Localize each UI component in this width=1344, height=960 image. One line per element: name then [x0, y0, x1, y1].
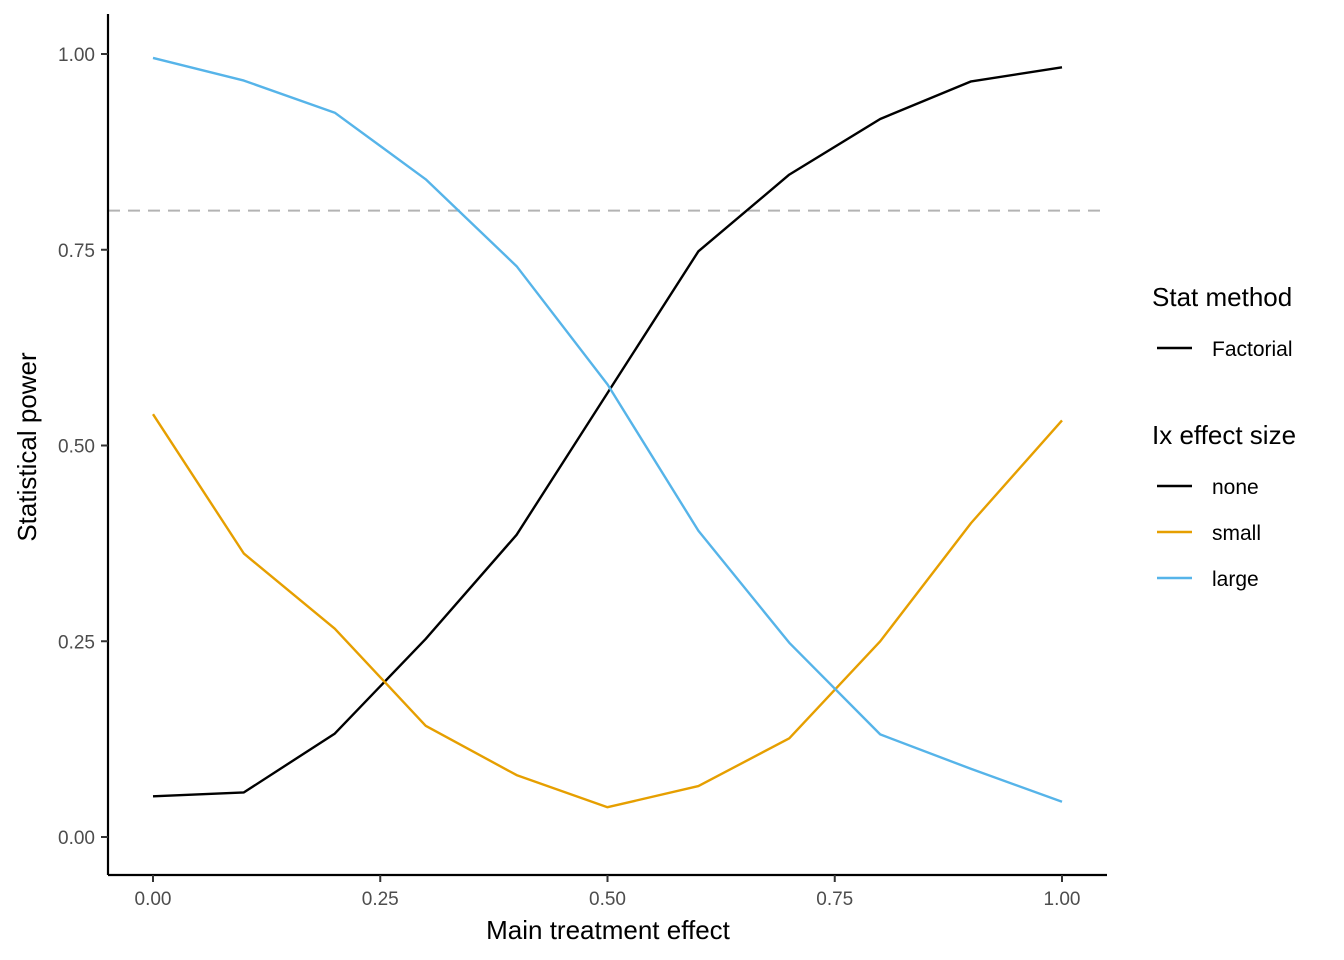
series-line-none [152, 66, 1063, 798]
x-tick-label: 0.25 [362, 889, 399, 910]
y-tick-label: 0.75 [58, 241, 95, 262]
plot-area [108, 56, 1107, 809]
legend-title-1: Ix effect size [1152, 420, 1296, 450]
x-tick-label: 0.50 [589, 889, 626, 910]
legend-label-Factorial: Factorial [1212, 338, 1293, 361]
x-tick-label: 1.00 [1044, 889, 1081, 910]
legend-label-none: none [1212, 476, 1259, 499]
series-line-small [151, 413, 1063, 809]
x-axis-title: Main treatment effect [486, 915, 731, 945]
y-tick-label: 0.25 [58, 632, 95, 653]
x-tick-label: 0.00 [135, 889, 172, 910]
legend-label-large: large [1212, 568, 1259, 591]
y-axis-title: Statistical power [12, 352, 42, 542]
y-tick-label: 1.00 [58, 45, 95, 66]
series-line-large [152, 56, 1063, 803]
legend-label-small: small [1212, 522, 1261, 545]
axes: 0.00 0.25 0.50 0.75 1.00 0.00 0.25 0.50 0.75 1.00 [58, 14, 1107, 910]
y-tick-label: 0.00 [58, 828, 95, 849]
x-tick-label: 0.75 [816, 889, 853, 910]
legend: Stat method Factorial Ix effect size none sm… [1152, 282, 1296, 591]
y-tick-label: 0.50 [58, 437, 95, 458]
legend-title-0: Stat method [1152, 282, 1292, 312]
